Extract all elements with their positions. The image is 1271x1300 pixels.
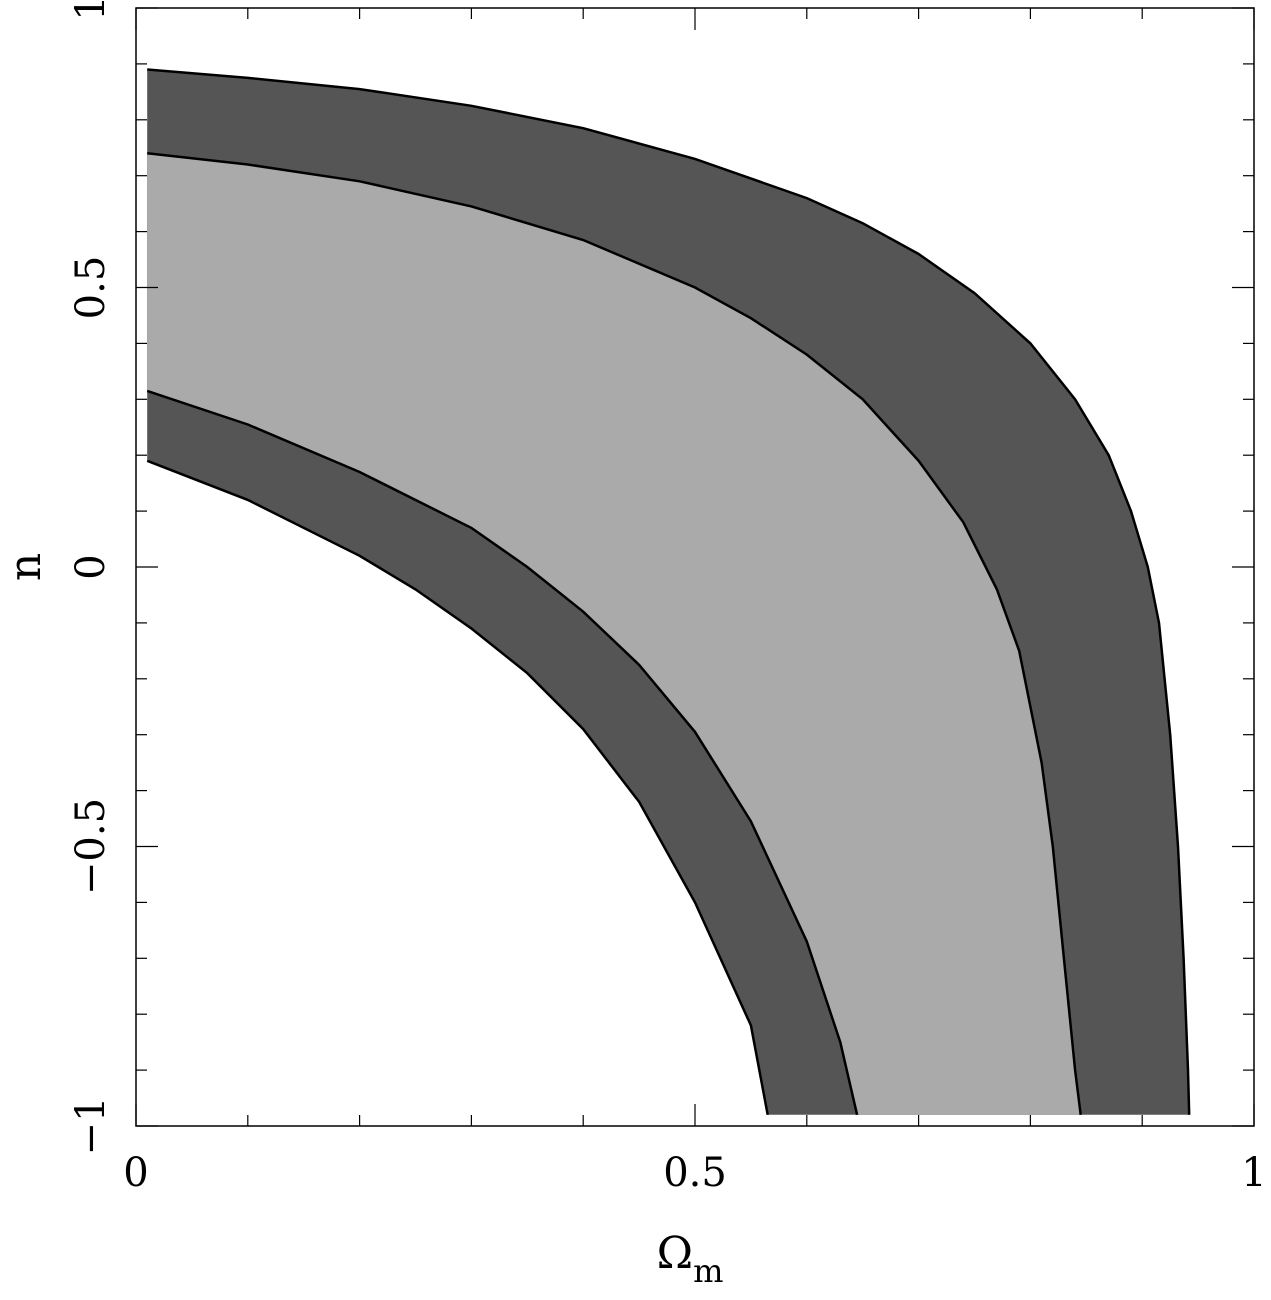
x-axis-label: Ωm <box>657 1228 724 1290</box>
contour-boundary-4 <box>146 459 769 1116</box>
y-tick-label: 0 <box>68 554 114 579</box>
x-tick-label: 0 <box>123 1150 148 1196</box>
y-tick-label: −0.5 <box>68 798 114 895</box>
x-tick-label: 1 <box>1241 1150 1266 1196</box>
contour-boundary-2 <box>147 152 1082 1115</box>
axis-ticks <box>135 7 1255 1127</box>
y-tick-label: 0.5 <box>68 256 114 320</box>
x-tick-labels: 0 0.5 1 <box>123 1150 1266 1196</box>
x-tick-label: 0.5 <box>663 1150 727 1196</box>
confidence-regions <box>146 68 1191 1116</box>
contour-boundary-1 <box>147 68 1191 1115</box>
inner-confidence-region <box>147 153 1081 1115</box>
y-tick-label: −1 <box>68 1097 114 1156</box>
y-tick-label: 1 <box>68 0 114 21</box>
contour-boundary-3 <box>146 389 859 1116</box>
y-axis-label: n <box>0 553 51 581</box>
y-tick-labels: −1 −0.5 0 0.5 1 <box>68 0 114 1155</box>
